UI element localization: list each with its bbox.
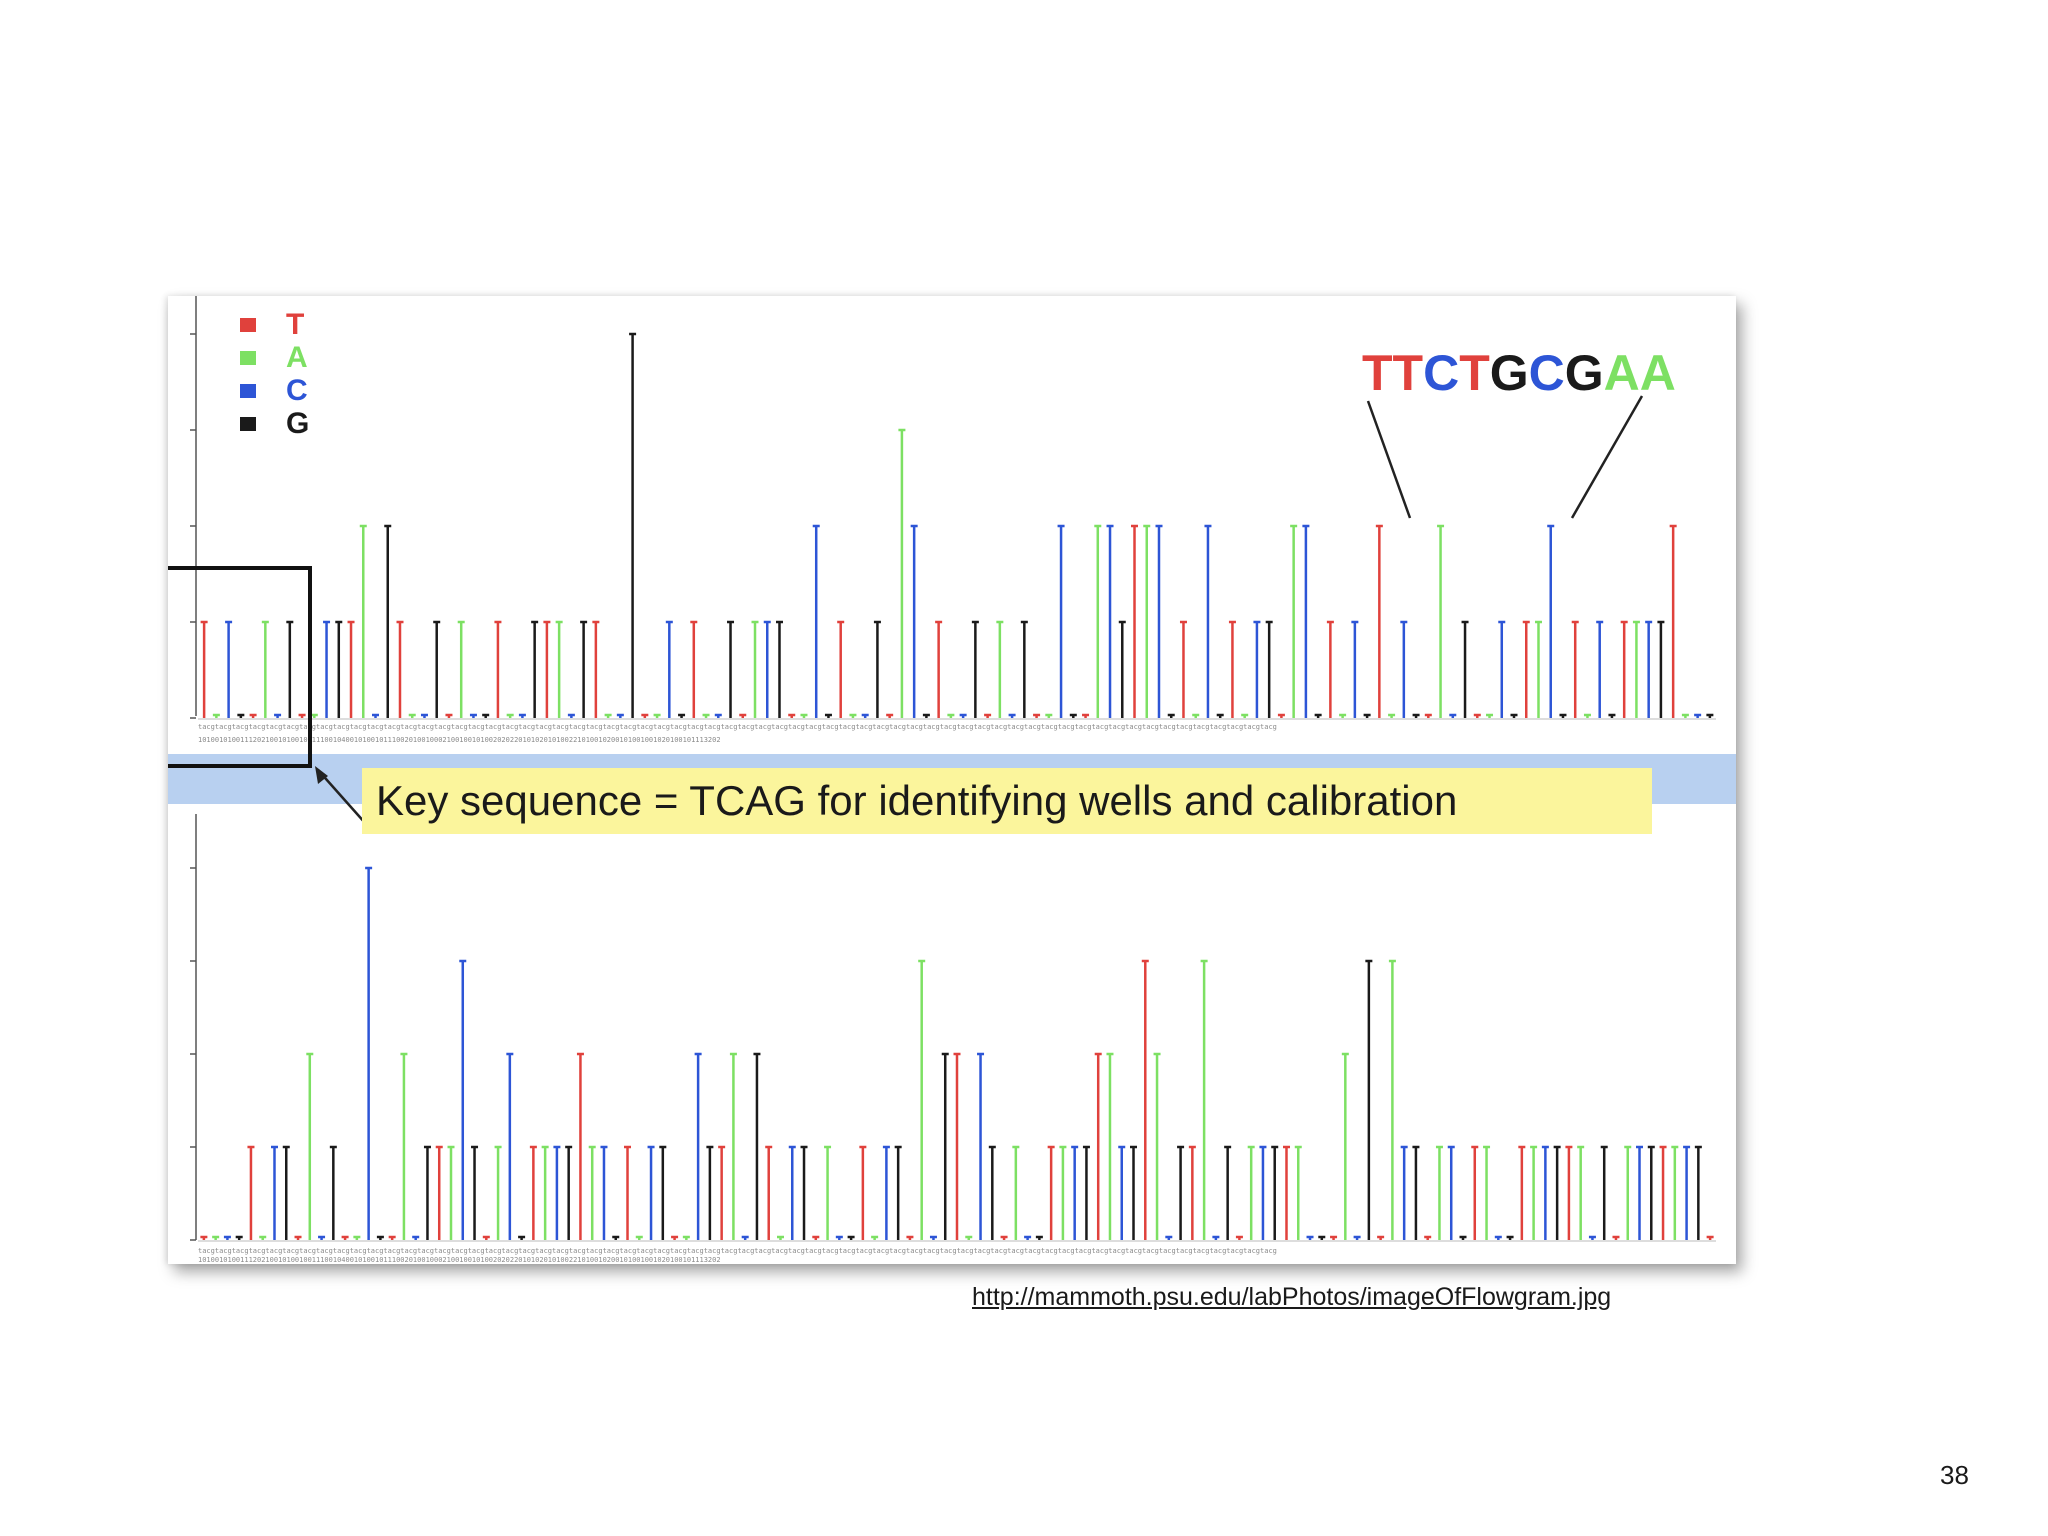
sequence-letter-T: T bbox=[1393, 345, 1424, 401]
source-link[interactable]: http://mammoth.psu.edu/labPhotos/imageOf… bbox=[972, 1283, 1612, 1311]
legend-swatch-C bbox=[240, 384, 256, 398]
legend-label-A: A bbox=[286, 341, 308, 374]
legend-label-C: C bbox=[286, 374, 308, 407]
bottom-flowgram-bars bbox=[198, 866, 1716, 1242]
callout-label: Key sequence = TCAG for identifying well… bbox=[362, 768, 1652, 834]
bottom-flow-order-text: tacgtacgtacgtacgtacgtacgtacgtacgtacgtacg… bbox=[198, 1247, 1277, 1255]
key-sequence-box bbox=[168, 566, 312, 768]
bottom-y-ticks bbox=[190, 867, 196, 1241]
sequence-letter-T: T bbox=[1459, 345, 1490, 401]
callout-arrowhead bbox=[315, 766, 328, 784]
top-y-ticks bbox=[190, 333, 196, 719]
top-flowgram-bars bbox=[198, 332, 1716, 720]
page-number: 38 bbox=[1940, 1460, 1969, 1490]
sequence-letter-C: C bbox=[1423, 345, 1459, 401]
top-flow-order-text: tacgtacgtacgtacgtacgtacgtacgtacgtacgtacg… bbox=[198, 723, 1277, 731]
legend-swatch-G bbox=[240, 417, 256, 431]
bottom-flow-value-text: 1010010100111202100101001001110010400101… bbox=[198, 1256, 721, 1264]
legend-swatch-T bbox=[240, 318, 256, 332]
legend-label-T: T bbox=[286, 308, 304, 341]
sequence-letter-T: T bbox=[1362, 345, 1393, 401]
sequence-pointer-left bbox=[1366, 400, 1412, 519]
sequence-label: TTCTGCGAA bbox=[1362, 345, 1676, 401]
sequence-letter-G: G bbox=[1490, 345, 1529, 401]
sequence-letter-C: C bbox=[1529, 345, 1565, 401]
top-flow-value-text: 1010010100111202100101001001110010400101… bbox=[198, 736, 721, 744]
legend-swatch-A bbox=[240, 351, 256, 365]
callout-arrow-line bbox=[317, 769, 367, 825]
sequence-letter-A: A bbox=[1640, 345, 1676, 401]
legend-label-G: G bbox=[286, 407, 309, 440]
sequence-letter-A: A bbox=[1604, 345, 1640, 401]
sequence-pointer-right bbox=[1570, 395, 1644, 519]
sequence-letter-G: G bbox=[1565, 345, 1604, 401]
